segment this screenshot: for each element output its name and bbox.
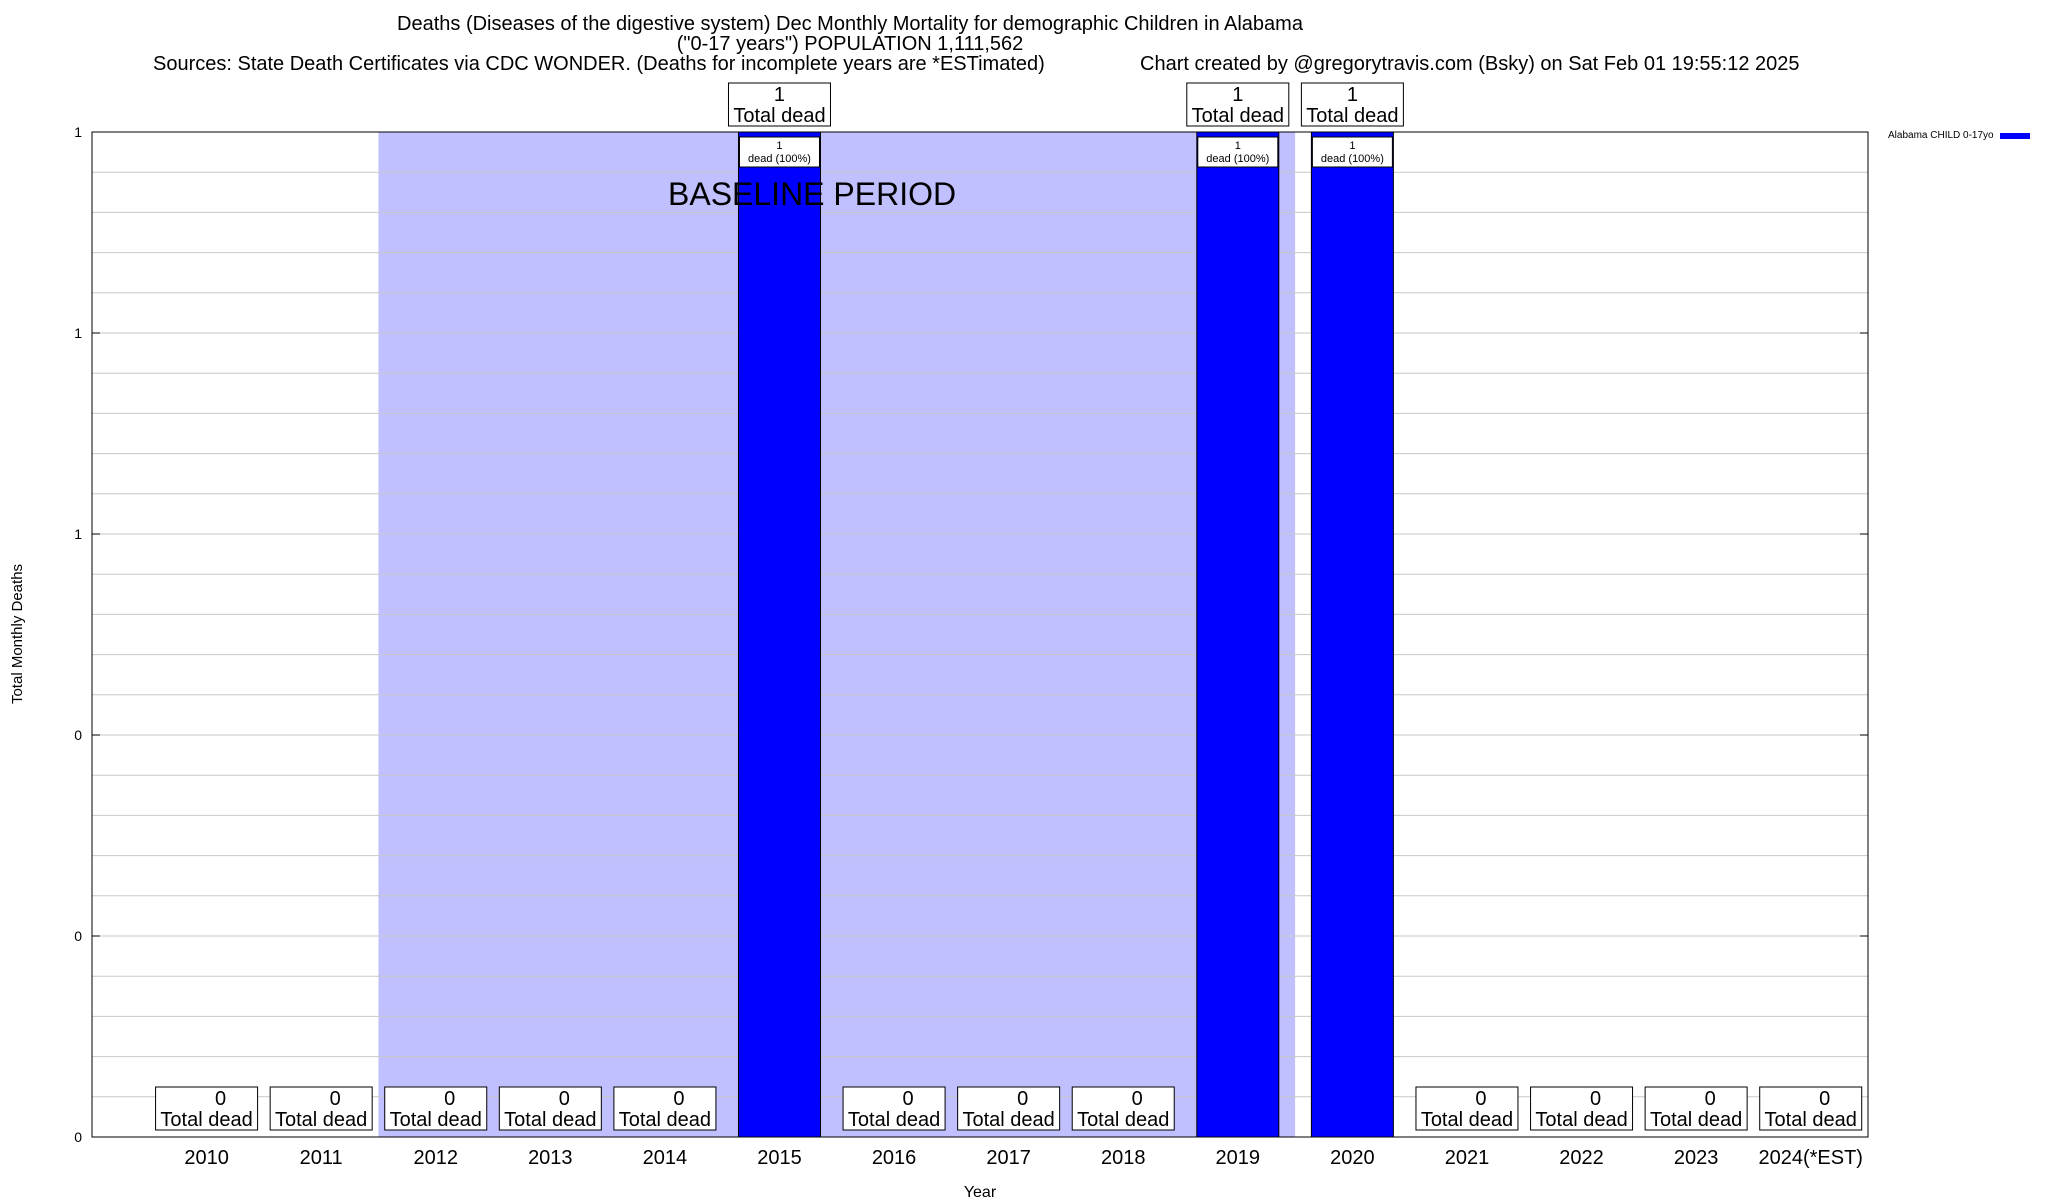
total-label-value: 0 xyxy=(444,1088,455,1110)
bar xyxy=(1310,131,1394,1138)
x-tick-label: 2014 xyxy=(643,1147,688,1169)
total-label-value: 0 xyxy=(903,1088,914,1110)
bar-inner-label-count: 1 xyxy=(1349,140,1355,152)
bar-inner-label-box xyxy=(1311,136,1393,168)
x-tick-label: 2022 xyxy=(1559,1147,1604,1169)
y-tick-label: 0 xyxy=(74,1129,82,1145)
total-label-value: 0 xyxy=(559,1088,570,1110)
total-label-box xyxy=(613,1086,717,1131)
chart-subtitle: ("0-17 years") POPULATION 1,111,562 xyxy=(676,33,1024,55)
x-tick-label: 2012 xyxy=(413,1147,458,1169)
total-label-text: Total dead xyxy=(848,1109,940,1131)
chart-credit: Chart created by @gregorytravis.com (Bsk… xyxy=(1140,53,1800,75)
y-tick-label: 1 xyxy=(74,526,82,542)
total-label-box xyxy=(384,1086,488,1131)
x-tick-label: 2023 xyxy=(1674,1147,1719,1169)
total-label-box xyxy=(498,1086,602,1131)
total-label-text: Total dead xyxy=(504,1109,596,1131)
total-label-box xyxy=(1071,1086,1175,1131)
x-tick-label: 2021 xyxy=(1445,1147,1490,1169)
total-label-box xyxy=(1300,82,1404,127)
total-label-value: 1 xyxy=(774,84,785,106)
total-label-value: 0 xyxy=(1705,1088,1716,1110)
total-label-value: 0 xyxy=(330,1088,341,1110)
total-label-text: Total dead xyxy=(1421,1109,1513,1131)
x-tick-label: 2017 xyxy=(986,1147,1031,1169)
total-label-box xyxy=(1415,1086,1519,1131)
total-label-text: Total dead xyxy=(1306,105,1398,127)
x-tick-label: 2024(*EST) xyxy=(1758,1147,1863,1169)
total-label-value: 0 xyxy=(1017,1088,1028,1110)
total-label-text: Total dead xyxy=(1535,1109,1627,1131)
legend-label: Alabama CHILD 0-17yo xyxy=(1888,130,1994,141)
total-label-text: Total dead xyxy=(962,1109,1054,1131)
total-label-text: Total dead xyxy=(1765,1109,1857,1131)
x-tick-label: 2011 xyxy=(300,1147,343,1169)
total-label-box xyxy=(727,82,831,127)
total-label-text: Total dead xyxy=(275,1109,367,1131)
bar-inner-label-box xyxy=(738,136,820,168)
plot-frame xyxy=(91,131,1869,1138)
total-label-value: 0 xyxy=(1132,1088,1143,1110)
chart-source: Sources: State Death Certificates via CD… xyxy=(153,53,1045,75)
legend-swatch xyxy=(1999,132,2030,139)
y-axis-label: Total Monthly Deaths xyxy=(9,564,26,704)
chart-title: Deaths (Diseases of the digestive system… xyxy=(397,13,1303,35)
x-tick-label: 2019 xyxy=(1216,1147,1261,1169)
total-label-box xyxy=(842,1086,946,1131)
total-label-value: 0 xyxy=(673,1088,684,1110)
total-label-box xyxy=(269,1086,373,1131)
total-label-value: 0 xyxy=(1475,1088,1486,1110)
bar xyxy=(1196,131,1280,1138)
bar-inner-label-count: 1 xyxy=(776,140,782,152)
total-label-value: 0 xyxy=(215,1088,226,1110)
bar-inner-label-count: 1 xyxy=(1235,140,1241,152)
x-axis-label: Year xyxy=(964,1184,997,1200)
total-label-text: Total dead xyxy=(733,105,825,127)
total-label-value: 0 xyxy=(1590,1088,1601,1110)
x-tick-label: 2010 xyxy=(184,1147,229,1169)
bar-inner-label-pct: dead (100%) xyxy=(748,153,811,165)
total-label-box xyxy=(957,1086,1061,1131)
total-label-box xyxy=(155,1086,259,1131)
bar xyxy=(737,131,821,1138)
total-label-box xyxy=(1759,1086,1863,1131)
baseline-label: BASELINE PERIOD xyxy=(668,176,956,212)
x-tick-label: 2013 xyxy=(528,1147,573,1169)
total-label-text: Total dead xyxy=(1077,1109,1169,1131)
x-tick-label: 2015 xyxy=(757,1147,802,1169)
total-label-value: 0 xyxy=(1819,1088,1830,1110)
total-label-text: Total dead xyxy=(619,1109,711,1131)
total-label-text: Total dead xyxy=(390,1109,482,1131)
total-label-box xyxy=(1644,1086,1748,1131)
total-label-text: Total dead xyxy=(160,1109,252,1131)
bar-inner-label-pct: dead (100%) xyxy=(1206,153,1269,165)
bar-inner-label-box xyxy=(1197,136,1279,168)
bar-inner-label-pct: dead (100%) xyxy=(1321,153,1384,165)
y-tick-label: 0 xyxy=(74,928,82,944)
total-label-box xyxy=(1530,1086,1634,1131)
x-tick-label: 2018 xyxy=(1101,1147,1146,1169)
total-label-text: Total dead xyxy=(1192,105,1284,127)
total-label-text: Total dead xyxy=(1650,1109,1742,1131)
x-tick-label: 2020 xyxy=(1330,1147,1375,1169)
y-tick-label: 1 xyxy=(74,124,82,140)
total-label-value: 1 xyxy=(1347,84,1358,106)
x-tick-label: 2016 xyxy=(872,1147,917,1169)
y-tick-label: 0 xyxy=(74,727,82,743)
y-tick-label: 1 xyxy=(74,325,82,341)
total-label-value: 1 xyxy=(1232,84,1243,106)
baseline-band xyxy=(378,132,1296,1137)
legend: Alabama CHILD 0-17yo xyxy=(1888,130,2030,141)
total-label-box xyxy=(1186,82,1290,127)
